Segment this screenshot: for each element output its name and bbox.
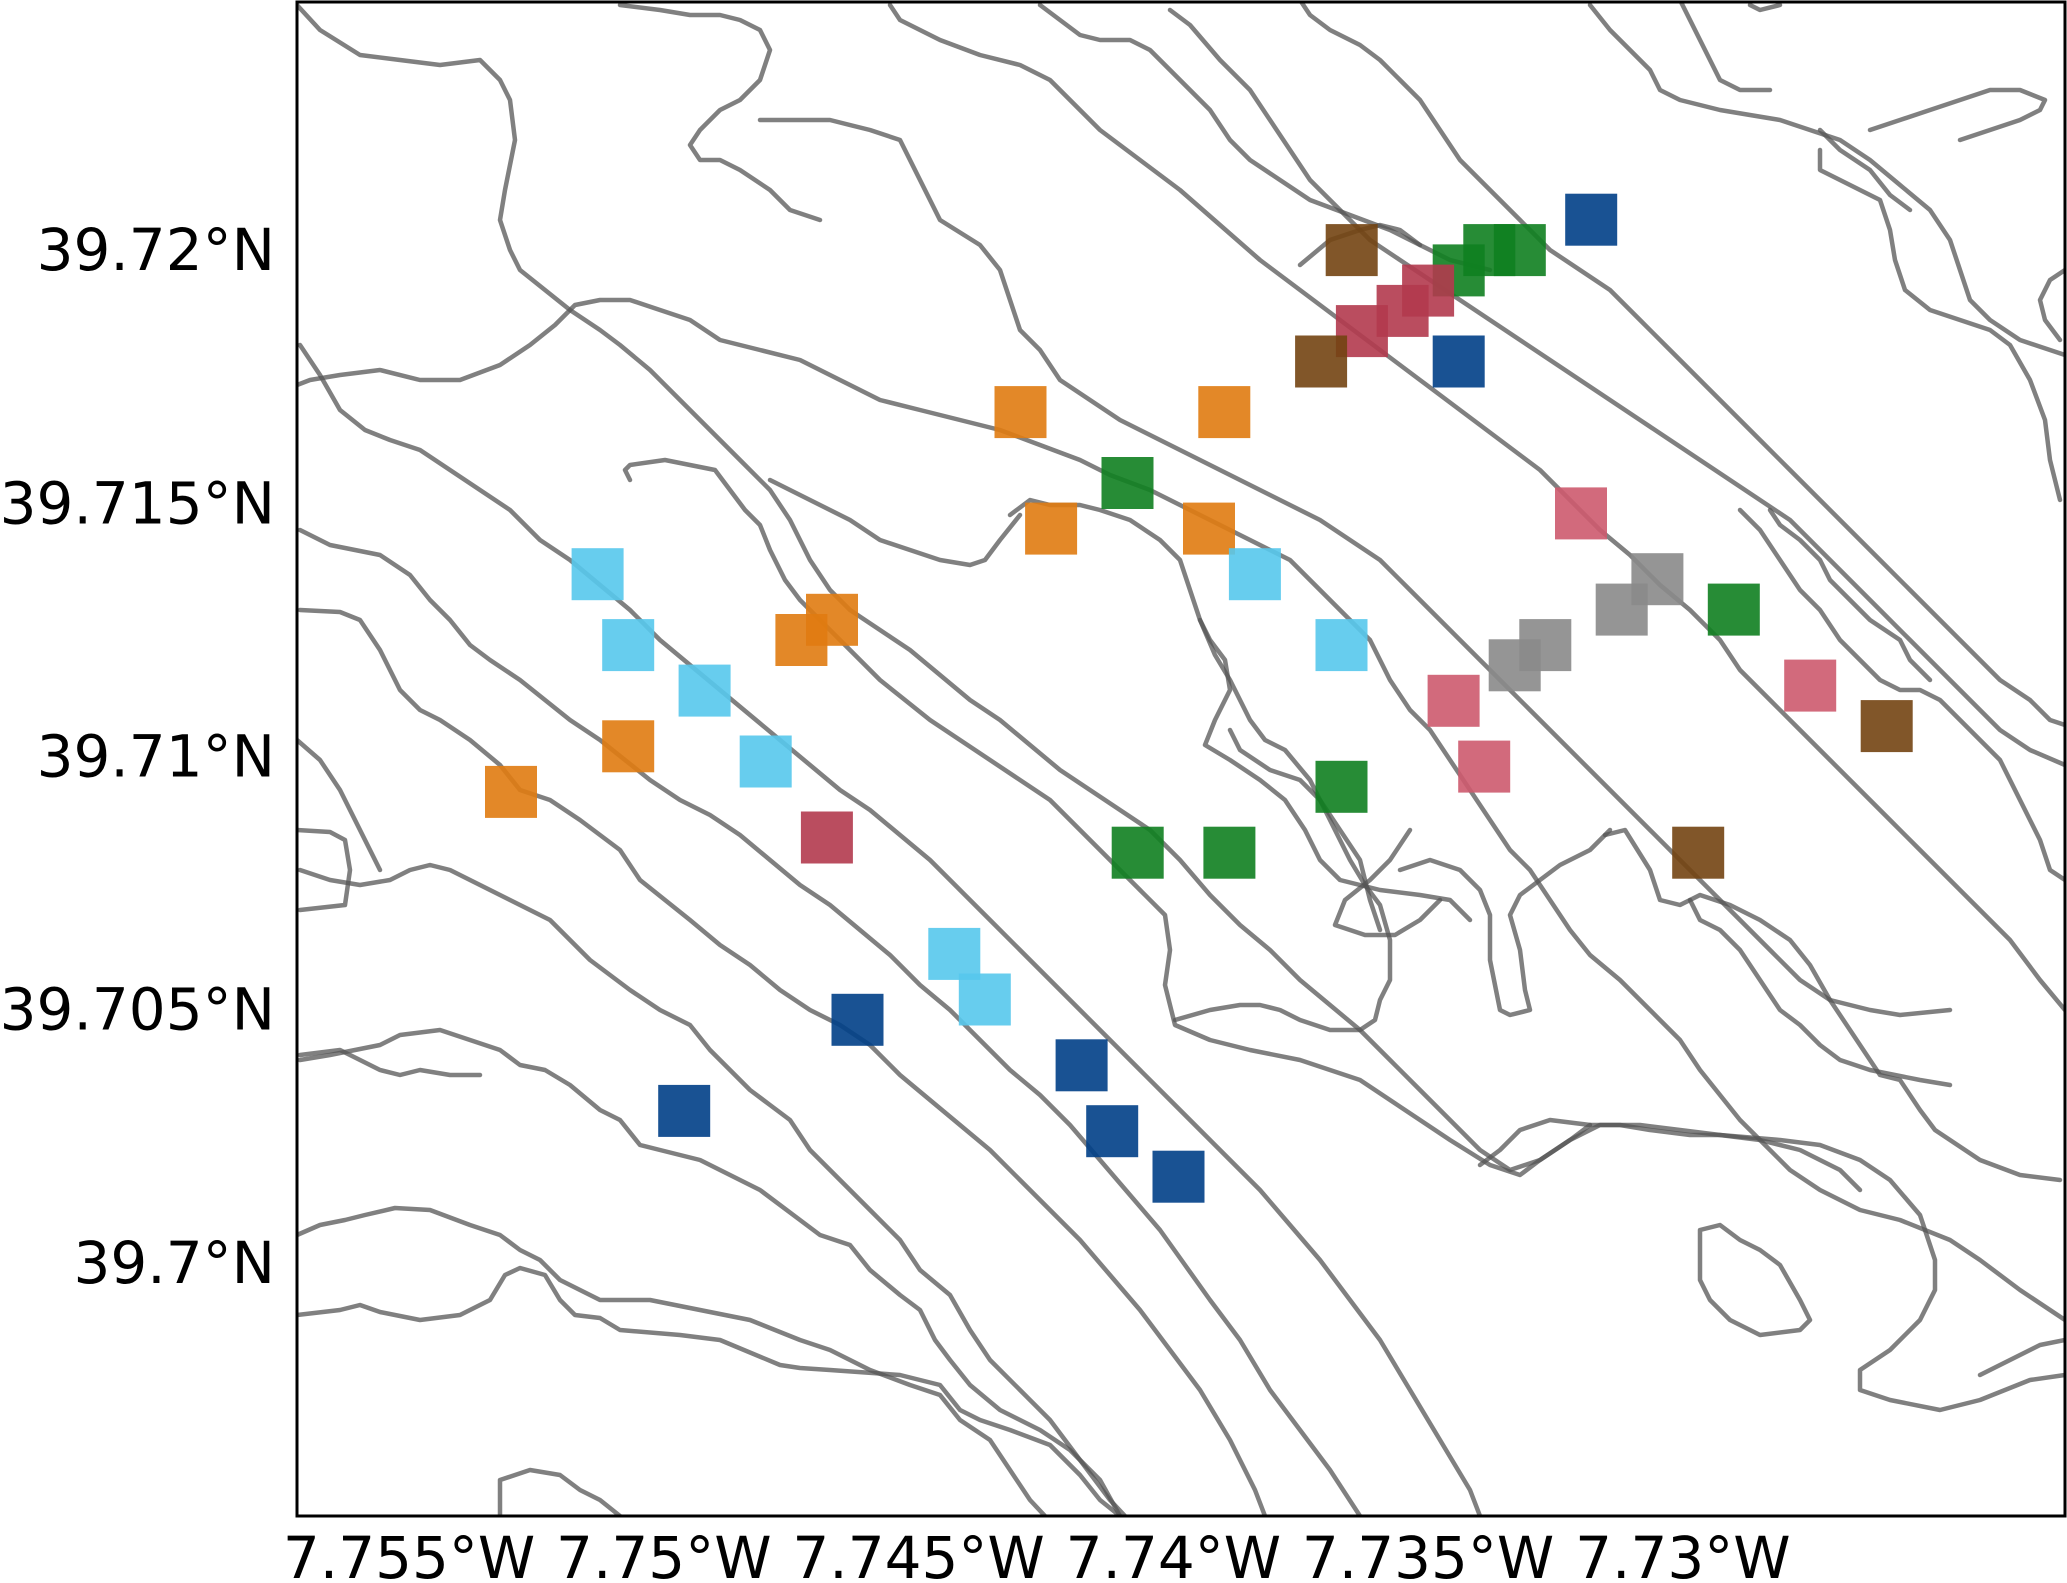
contour-line	[1298, 2, 2065, 728]
elevation-contours	[297, 2, 2065, 1516]
longitude-axis: 7.755°W 7.75°W 7.745°W 7.74°W 7.735°W 7.73°W	[283, 1524, 1791, 1583]
marker-gray	[1488, 639, 1541, 692]
contour-line	[757, 117, 1953, 1018]
contour-line	[1687, 897, 1953, 1088]
contour-line	[297, 1205, 1048, 1516]
marker-dark-blue	[831, 993, 884, 1046]
contour-line	[297, 1047, 483, 1078]
marker-light-blue	[1228, 548, 1281, 601]
marker-pink	[1784, 659, 1837, 712]
contour-line	[497, 1467, 623, 1516]
marker-orange	[994, 386, 1047, 439]
marker-green	[1203, 826, 1256, 879]
marker-pink	[1458, 740, 1511, 793]
marker-orange	[1198, 386, 1251, 439]
marker-green	[1707, 583, 1760, 636]
lat-tick-label: 39.7°N	[73, 1229, 275, 1297]
contour-line	[1867, 87, 2048, 143]
map-frame	[295, 0, 2067, 1518]
lon-tick-label: 7.735°W	[1302, 1524, 1554, 1583]
contour-line	[622, 457, 1863, 1193]
marker-light-blue	[1315, 619, 1368, 672]
lat-tick-label: 39.705°N	[0, 976, 275, 1044]
marker-light-blue	[928, 927, 981, 980]
contour-line	[1697, 1222, 1813, 1338]
marker-light-blue	[602, 619, 655, 672]
contour-line	[297, 1027, 1123, 1516]
contour-line	[1477, 1117, 1593, 1168]
contour-line	[1037, 2, 1493, 273]
contour-line	[297, 527, 1363, 1516]
marker-red	[800, 811, 853, 864]
marker-green	[1101, 457, 1154, 509]
lon-tick-label: 7.74°W	[1066, 1524, 1282, 1583]
marker-green	[1111, 826, 1164, 879]
marker-brown	[1325, 224, 1378, 277]
contour-line	[297, 297, 2065, 1323]
contour-line	[297, 737, 383, 873]
lon-tick-label: 7.745°W	[792, 1524, 1044, 1583]
contour-line	[887, 2, 2065, 1013]
marker-brown	[1672, 826, 1725, 879]
contour-line	[1602, 827, 2063, 1183]
contour-line	[297, 607, 1268, 1516]
marker-dark-blue	[1565, 193, 1618, 246]
lon-tick-label: 7.73°W	[1575, 1524, 1791, 1583]
contour-line	[1587, 2, 2065, 358]
contour-line	[1397, 827, 1613, 1018]
marker-dark-blue	[1055, 1039, 1108, 1092]
contour-line	[297, 827, 353, 913]
marker-orange	[602, 720, 655, 773]
lon-tick-label: 7.75°W	[556, 1524, 772, 1583]
marker-orange	[1183, 502, 1235, 555]
marker-brown	[1860, 700, 1913, 753]
contour-line	[297, 862, 1128, 1516]
contour-line	[2037, 267, 2065, 343]
contour-line	[1167, 7, 2065, 768]
contour-line	[767, 477, 1023, 568]
marker-brown	[1295, 335, 1348, 388]
marker-orange	[1025, 502, 1078, 555]
marker-light-blue	[958, 973, 1011, 1026]
lon-tick-label: 7.755°W	[283, 1524, 535, 1583]
marker-orange	[485, 765, 537, 818]
contour-line	[1767, 507, 1933, 683]
contour-line	[1747, 2, 1783, 13]
marker-dark-blue	[1086, 1105, 1139, 1158]
marker-dark-blue	[1432, 335, 1485, 388]
contour-line	[1817, 127, 1913, 213]
marker-dark-blue	[658, 1084, 711, 1137]
marker-light-blue	[571, 548, 624, 601]
contour-line	[1817, 147, 2063, 503]
contour-line	[1977, 1337, 2065, 1378]
marker-dark-blue	[1152, 1150, 1205, 1203]
marker-light-blue	[678, 664, 731, 717]
contour-line	[1678, 2, 1773, 93]
survey-markers	[485, 193, 1913, 1203]
contour-line	[297, 1265, 1123, 1516]
latitude-axis: 39.72°N 39.715°N 39.71°N 39.705°N 39.7°N	[0, 216, 275, 1297]
contour-line	[1737, 507, 2065, 883]
marker-light-blue	[739, 735, 792, 788]
lat-tick-label: 39.71°N	[37, 723, 275, 791]
marker-green	[1315, 760, 1368, 813]
lat-tick-label: 39.715°N	[0, 469, 275, 537]
marker-orange	[775, 614, 828, 666]
contour-line	[1197, 617, 1473, 923]
marker-gray	[1595, 583, 1648, 636]
marker-pink	[1555, 487, 1607, 540]
lat-tick-label: 39.72°N	[37, 216, 275, 284]
contour-line	[1332, 827, 1443, 938]
contour-line	[617, 2, 823, 223]
contour-line	[297, 342, 1483, 1516]
marker-pink	[1427, 674, 1480, 727]
